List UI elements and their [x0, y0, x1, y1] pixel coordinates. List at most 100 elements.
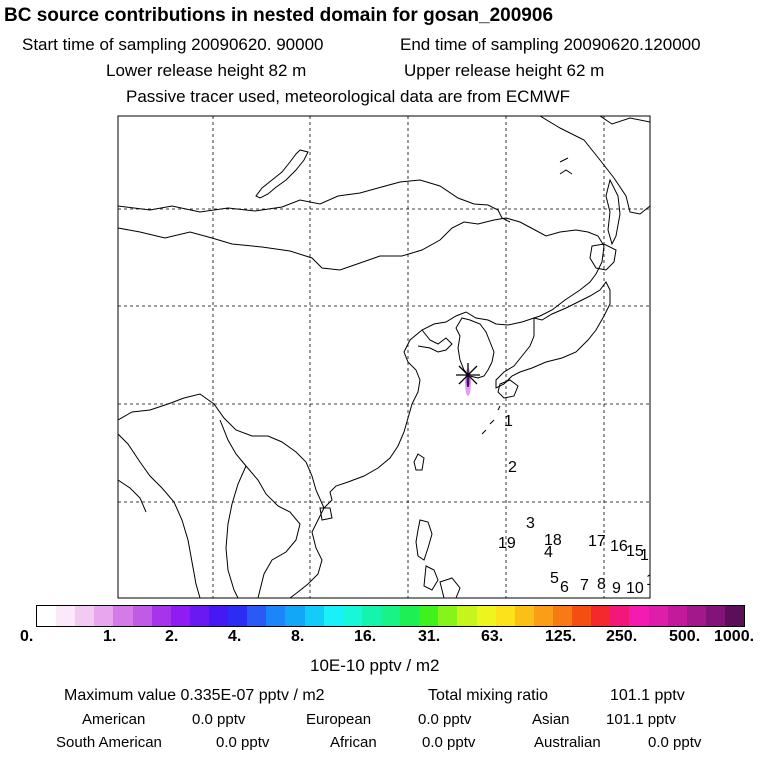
colorbar-segment — [552, 606, 573, 626]
trajectory-label: 7 — [580, 577, 589, 594]
colorbar-segment — [629, 606, 649, 626]
trajectory-label: 1 — [504, 413, 513, 430]
colorbar-segment — [208, 606, 229, 626]
colorbar-segment — [648, 606, 668, 626]
trajectory-label: 9 — [612, 580, 621, 597]
india-east-coast — [118, 479, 147, 513]
colorbar-segment — [285, 606, 305, 626]
colorbar-segment — [705, 606, 725, 626]
colorbar-segment — [37, 606, 57, 626]
trajectory-label: 6 — [560, 579, 569, 596]
sakhalin — [605, 178, 621, 246]
australian-value: 0.0 pptv — [648, 734, 702, 751]
colorbar — [36, 605, 745, 627]
myanmar-coast — [118, 433, 201, 598]
south-american-value: 0.0 pptv — [216, 734, 270, 751]
trajectory-label: 4 — [544, 544, 553, 561]
total-mixing-label: Total mixing ratio — [428, 687, 549, 704]
colorbar-tick-label: 1000. — [714, 628, 755, 645]
african-value: 0.0 pptv — [422, 734, 476, 751]
start-time-label: Start time of sampling 20090620. 90000 — [22, 35, 324, 54]
colorbar-units: 10E-10 pptv / m2 — [310, 656, 440, 675]
colorbar-segment — [266, 606, 286, 626]
colorbar-tick-label: 63. — [481, 628, 504, 645]
philippines-mindanao — [439, 577, 461, 598]
trajectory-label: 15 — [626, 543, 644, 560]
gulf-of-thailand — [225, 465, 247, 598]
colorbar-tick-label: 0. — [20, 628, 34, 645]
trajectory-label: 10 — [626, 580, 644, 597]
colorbar-segment — [75, 606, 95, 626]
colorbar-segment — [724, 606, 745, 626]
indochina-borders — [219, 419, 301, 598]
total-mixing-value: 101.1 pptv — [610, 687, 685, 704]
colorbar-segment — [533, 606, 553, 626]
colorbar-segment — [342, 606, 362, 626]
colorbar-segment — [228, 606, 248, 626]
japan-hokkaido — [589, 243, 617, 271]
lower-release-label: Lower release height 82 m — [106, 61, 307, 80]
sea-of-okhotsk-coast — [599, 116, 650, 125]
map-frame — [117, 115, 651, 599]
russia-pacific-coast — [539, 116, 650, 215]
mongolia-north-border — [118, 179, 511, 223]
trajectory-label: 1 — [646, 572, 655, 589]
japan-honshu — [495, 281, 611, 389]
bohai-bay — [417, 329, 453, 353]
end-time-label: End time of sampling 20090620.120000 — [400, 35, 701, 54]
trajectory-label: 16 — [610, 538, 628, 555]
tracer-note: Passive tracer used, meteorological data… — [126, 87, 571, 106]
colorbar-tick-label: 125. — [545, 628, 577, 645]
colorbar-segment — [572, 606, 592, 626]
colorbar-segment — [361, 606, 381, 626]
colorbar-segment — [151, 606, 171, 626]
taiwan — [413, 453, 425, 471]
colorbar-segment — [686, 606, 706, 626]
trajectory-label: 18 — [544, 532, 562, 549]
colorbar-segment — [457, 606, 477, 626]
colorbar-segment — [610, 606, 630, 626]
colorbar-segment — [476, 606, 496, 626]
china-east-coast — [323, 311, 489, 509]
asian-value: 101.1 pptv — [606, 711, 677, 728]
china-south-border — [118, 393, 325, 509]
colorbar-segment — [170, 606, 190, 626]
european-value: 0.0 pptv — [418, 711, 472, 728]
trajectory-label: 17 — [588, 533, 606, 550]
colorbar-segment — [380, 606, 401, 626]
colorbar-tick-label: 31. — [418, 628, 441, 645]
colorbar-segment — [419, 606, 439, 626]
colorbar-segment — [591, 606, 611, 626]
trajectory-label: 8 — [597, 576, 606, 593]
receptor-star-marker — [456, 363, 480, 387]
colorbar-segment — [323, 606, 343, 626]
american-label: American — [82, 711, 146, 728]
mongolia-south-border — [118, 217, 507, 271]
trajectory-label: 19 — [498, 535, 516, 552]
chart-title: BC source contributions in nested domain… — [4, 5, 554, 26]
colorbar-segment — [94, 606, 114, 626]
small-islands — [481, 157, 573, 435]
coastlines — [118, 116, 650, 598]
colorbar-tick-label: 500. — [669, 628, 701, 645]
australian-label: Australian — [534, 734, 601, 751]
philippines-luzon — [415, 519, 433, 561]
colorbar-tick-label: 8. — [291, 628, 305, 645]
colorbar-segment — [495, 606, 515, 626]
colorbar-tick-label: 1. — [103, 628, 117, 645]
asian-label: Asian — [532, 711, 570, 728]
european-label: European — [306, 711, 372, 728]
colorbar-segment — [56, 606, 76, 626]
maximum-value-label: Maximum value 0.335E-07 pptv / m2 — [64, 687, 325, 704]
korea-peninsula — [455, 317, 495, 379]
colorbar-segment — [113, 606, 133, 626]
colorbar-tick-label: 16. — [354, 628, 377, 645]
upper-release-label: Upper release height 62 m — [404, 61, 605, 80]
colorbar-segment — [304, 606, 324, 626]
colorbar-segment — [514, 606, 534, 626]
colorbar-tick-label: 250. — [606, 628, 638, 645]
indochina-coast — [289, 507, 325, 598]
colorbar-segment — [247, 606, 267, 626]
